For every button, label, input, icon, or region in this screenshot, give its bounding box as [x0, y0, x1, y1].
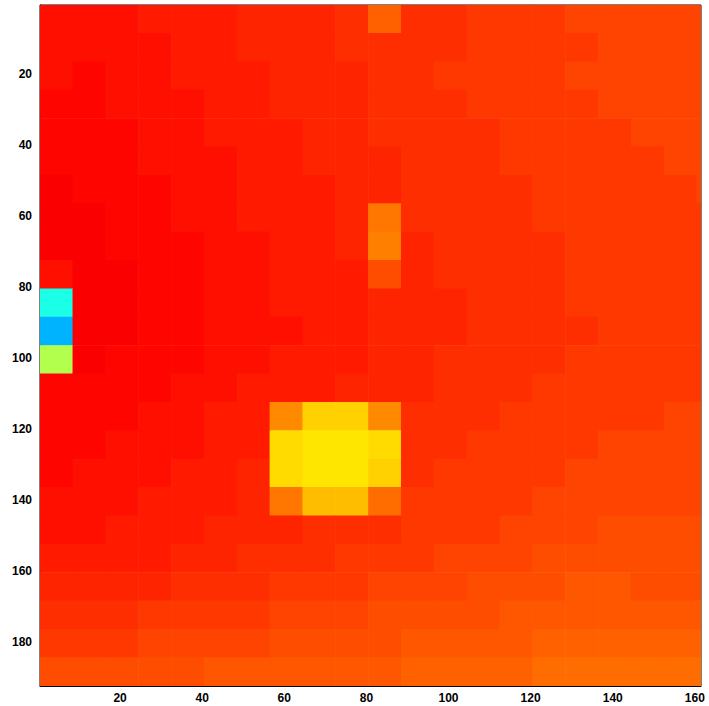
svg-text:100: 100	[438, 691, 458, 705]
svg-text:80: 80	[360, 691, 374, 705]
svg-text:180: 180	[12, 635, 32, 649]
svg-text:40: 40	[195, 691, 209, 705]
svg-text:40: 40	[19, 138, 33, 152]
svg-text:120: 120	[521, 691, 541, 705]
svg-text:160: 160	[12, 564, 32, 578]
svg-text:140: 140	[12, 493, 32, 507]
svg-text:20: 20	[19, 67, 33, 81]
svg-text:140: 140	[603, 691, 623, 705]
svg-text:120: 120	[12, 422, 32, 436]
svg-text:80: 80	[19, 280, 33, 294]
svg-text:160: 160	[685, 691, 705, 705]
svg-text:100: 100	[12, 351, 32, 365]
svg-text:60: 60	[278, 691, 292, 705]
svg-text:60: 60	[19, 209, 33, 223]
svg-text:20: 20	[113, 691, 127, 705]
